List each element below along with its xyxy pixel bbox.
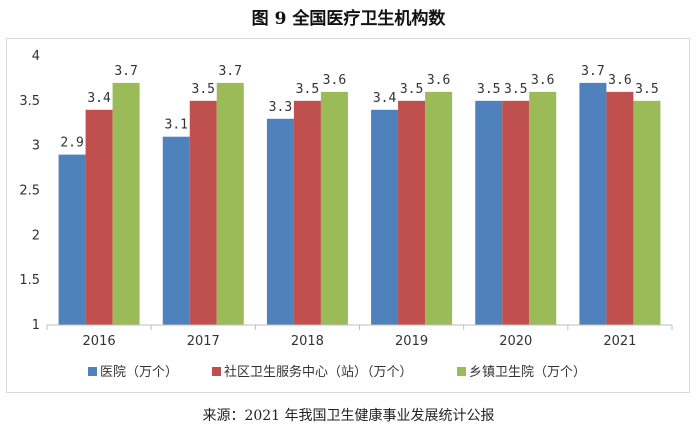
source-note: 来源：2021 年我国卫生健康事业发展统计公报: [202, 408, 495, 424]
x-tick-label: 2018: [291, 334, 324, 349]
y-tick-label: 2.5: [19, 184, 40, 199]
x-tick-label: 2016: [83, 334, 116, 349]
data-label: 3.1: [165, 118, 188, 133]
y-tick-label: 2: [32, 228, 40, 243]
chart-title: 图 9 全国医疗卫生机构数: [251, 9, 446, 29]
bar: [529, 91, 557, 325]
bar: [579, 82, 607, 326]
y-axis-ticks: 1 1.5 2 2.5 3 3.5 4: [19, 49, 40, 333]
bar: [85, 109, 113, 325]
bar: [58, 154, 86, 325]
data-label: 3.7: [219, 64, 242, 79]
data-label: 3.5: [477, 82, 500, 97]
legend-swatch: [457, 367, 466, 376]
legend: 医院（万个） 社区卫生服务中心（站）（万个） 乡镇卫生院（万个）: [88, 364, 586, 380]
bars: [58, 82, 661, 326]
bar: [502, 100, 530, 325]
bar: [189, 100, 217, 325]
bar: [398, 100, 426, 325]
y-tick-label: 3.5: [19, 94, 40, 109]
y-tick-label: 3: [32, 139, 40, 154]
bar: [293, 100, 321, 325]
legend-label: 社区卫生服务中心（站）（万个）: [224, 364, 413, 380]
data-label: 3.6: [608, 73, 631, 88]
data-label: 3.5: [504, 82, 527, 97]
legend-label: 医院（万个）: [100, 365, 178, 380]
legend-swatch: [88, 367, 97, 376]
data-label: 3.6: [427, 73, 450, 88]
x-tick-label: 2017: [187, 334, 220, 349]
legend-label: 乡镇卫生院（万个）: [469, 365, 586, 380]
data-label: 3.4: [373, 91, 397, 106]
y-tick-label: 1: [32, 318, 40, 333]
bar: [425, 91, 453, 325]
x-tick-label: 2020: [499, 334, 532, 349]
data-label: 3.3: [269, 100, 292, 115]
data-label: 3.5: [192, 82, 215, 97]
data-label: 3.5: [400, 82, 423, 97]
x-tick-label: 2021: [603, 334, 636, 349]
data-label: 3.7: [581, 64, 604, 79]
bar: [266, 118, 294, 326]
chart-frame: [6, 38, 690, 393]
bar: [371, 109, 399, 325]
legend-swatch: [212, 367, 221, 376]
bar: [633, 100, 661, 325]
y-tick-label: 4: [32, 49, 40, 64]
x-axis-ticks: 2016 2017 2018 2019 2020 2021: [46, 325, 673, 349]
data-labels: 2.93.43.73.13.53.73.33.53.63.43.53.63.5 3…: [60, 64, 658, 151]
data-label: 2.9: [60, 136, 83, 151]
bar: [475, 100, 503, 325]
x-tick-label: 2019: [395, 334, 428, 349]
data-label: 3.5: [296, 82, 319, 97]
y-tick-label: 1.5: [19, 273, 40, 288]
bar: [216, 82, 244, 326]
data-label: 3.6: [531, 73, 554, 88]
bar: [320, 91, 348, 325]
bar: [606, 91, 634, 325]
data-label: 3.6: [323, 73, 346, 88]
bar: [112, 82, 140, 326]
bar: [162, 136, 190, 325]
data-label: 3.7: [114, 64, 137, 79]
data-label: 3.5: [635, 82, 658, 97]
data-label: 3.4: [87, 91, 111, 106]
